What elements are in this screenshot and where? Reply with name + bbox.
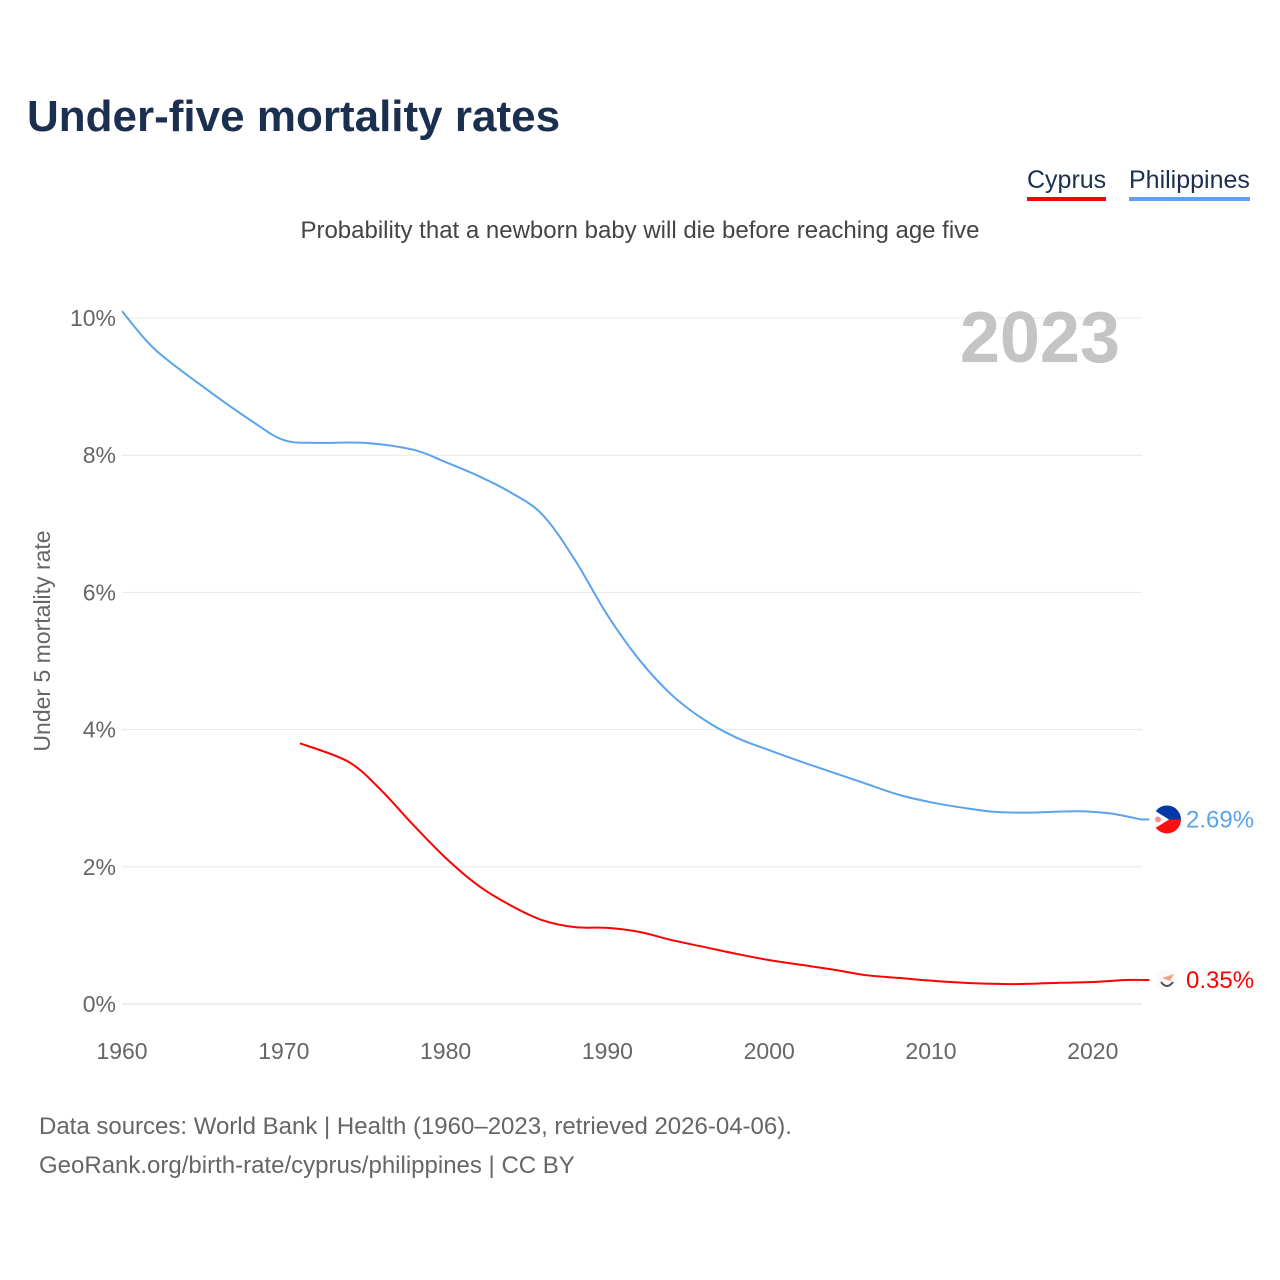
y-tick-label: 8% [83, 442, 116, 468]
x-tick-label: 2000 [744, 1038, 795, 1064]
y-tick-label: 4% [83, 717, 116, 743]
legend-cyprus[interactable]: Cyprus [1027, 166, 1107, 201]
cyprus-flag-icon [1156, 968, 1178, 991]
series-line-cyprus [299, 742, 1142, 986]
legend-philippines[interactable]: Philippines [1129, 166, 1250, 201]
end-value-label: 2.69% [1186, 806, 1254, 833]
source-line-2[interactable]: GeoRank.org/birth-rate/cyprus/philippine… [39, 1152, 575, 1179]
chart-title: Under-five mortality rates [27, 92, 561, 141]
x-tick-label: 1990 [582, 1038, 633, 1064]
source-note: Data sources: World Bank | Health (1960–… [39, 1107, 792, 1185]
chart-subtitle: Probability that a newborn baby will die… [300, 217, 980, 244]
x-tick-label: 1980 [420, 1038, 471, 1064]
y-tick-label: 0% [83, 991, 116, 1017]
x-tick-label: 2010 [905, 1038, 956, 1064]
x-tick-label: 1970 [258, 1038, 309, 1064]
x-tick-label: 2020 [1067, 1038, 1118, 1064]
philippines-flag-icon [1153, 805, 1181, 834]
series-line-philippines [121, 310, 1142, 821]
y-tick-label: 6% [83, 579, 116, 605]
y-tick-label: 2% [83, 854, 116, 880]
y-tick-label: 10% [70, 305, 116, 331]
y-axis-label: Under 5 mortality rate [29, 530, 55, 751]
x-tick-label: 1960 [96, 1038, 147, 1064]
year-watermark: 2023 [960, 298, 1120, 378]
source-line-1: Data sources: World Bank | Health (1960–… [39, 1113, 792, 1140]
end-value-label: 0.35% [1186, 967, 1254, 994]
line-chart: 0% 2% 4% 6% 8% 10% 1960 1970 1980 1990 2000 2010 202… [29, 298, 1254, 1064]
